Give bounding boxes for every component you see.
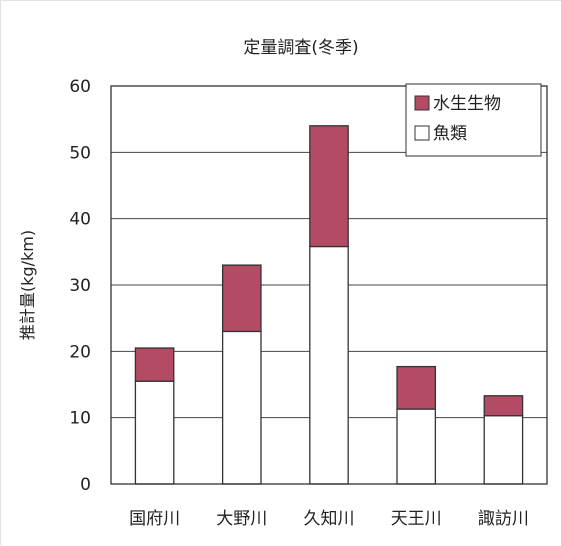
bar-segment-aquatic bbox=[221, 264, 262, 333]
legend-label-fish: 魚類 bbox=[433, 124, 467, 144]
chart-title: 定量調査(冬季) bbox=[243, 38, 358, 58]
y-tick-label: 10 bbox=[69, 409, 91, 429]
bar-segment-fish bbox=[221, 330, 262, 485]
x-tick-label: 天王川 bbox=[391, 509, 442, 529]
legend: 水生生物 魚類 bbox=[405, 83, 542, 157]
y-tick-label: 40 bbox=[69, 210, 91, 230]
legend-swatch-fish bbox=[414, 125, 430, 141]
y-tick-label: 50 bbox=[69, 143, 91, 163]
bar-segment-aquatic bbox=[134, 347, 175, 382]
y-tick-label: 20 bbox=[69, 342, 91, 362]
plot-area bbox=[110, 85, 548, 485]
bars bbox=[134, 125, 524, 485]
y-tick-label: 60 bbox=[69, 77, 91, 97]
bar-segment-fish bbox=[396, 408, 437, 485]
x-tick-label: 大野川 bbox=[216, 509, 267, 529]
y-tick-label: 0 bbox=[80, 475, 91, 495]
x-tick-label: 国府川 bbox=[129, 509, 180, 529]
x-tick-labels: 国府川 大野川 久知川 天王川 諏訪川 bbox=[129, 509, 529, 529]
legend-swatch-aquatic bbox=[414, 95, 430, 111]
bar-segment-aquatic bbox=[483, 395, 524, 417]
y-axis-label: 推計量(kg/km) bbox=[18, 230, 37, 340]
bar-segment-aquatic bbox=[396, 365, 437, 410]
x-tick-label: 諏訪川 bbox=[478, 509, 529, 529]
bar-segment-fish bbox=[309, 245, 349, 485]
bar-segment-fish bbox=[483, 415, 524, 485]
x-tick-label: 久知川 bbox=[304, 509, 355, 529]
y-tick-label: 30 bbox=[69, 276, 91, 296]
bar-segment-aquatic bbox=[309, 125, 349, 248]
legend-label-aquatic: 水生生物 bbox=[433, 94, 501, 114]
bar-segment-fish bbox=[134, 380, 175, 485]
y-tick-labels: 0 10 20 30 40 50 60 bbox=[69, 77, 91, 495]
